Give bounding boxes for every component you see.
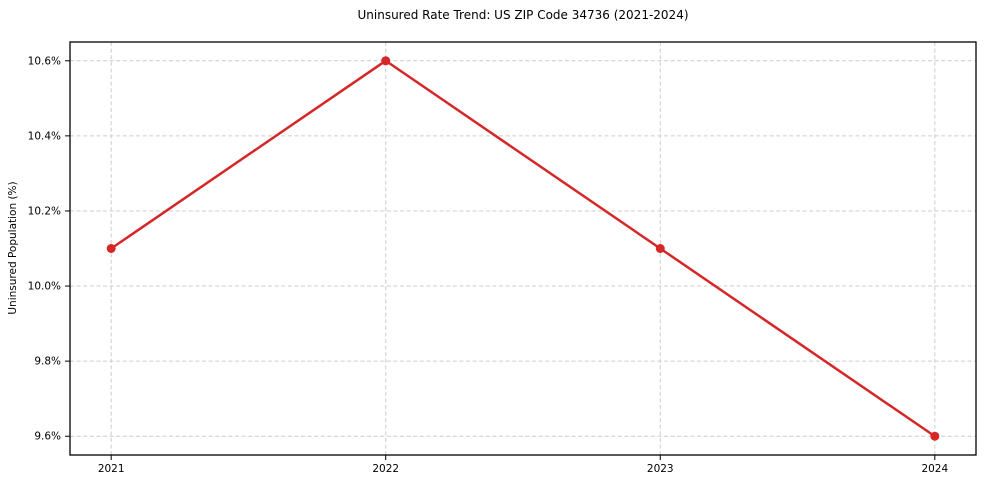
y-tick-label: 9.6% [34,431,61,443]
y-tick-label: 9.8% [34,356,61,368]
plot-border [69,41,977,456]
trend-line [109,59,937,438]
y-tick-label: 10.2% [28,205,61,217]
data-point-marker [930,431,940,441]
chart-title: Uninsured Rate Trend: US ZIP Code 34736 … [357,8,689,22]
data-point-marker [381,56,391,66]
x-tick-label: 2023 [647,463,674,475]
y-tick-label: 10.4% [28,130,61,142]
x-tick-label: 2024 [921,463,948,475]
data-point-marker [655,244,665,253]
data-point-marker [106,244,116,253]
y-tick-label: 10.0% [28,281,61,293]
x-tick-label: 2022 [372,463,399,475]
x-tick-label: 2021 [98,463,125,475]
y-tick-label: 10.6% [28,55,61,67]
